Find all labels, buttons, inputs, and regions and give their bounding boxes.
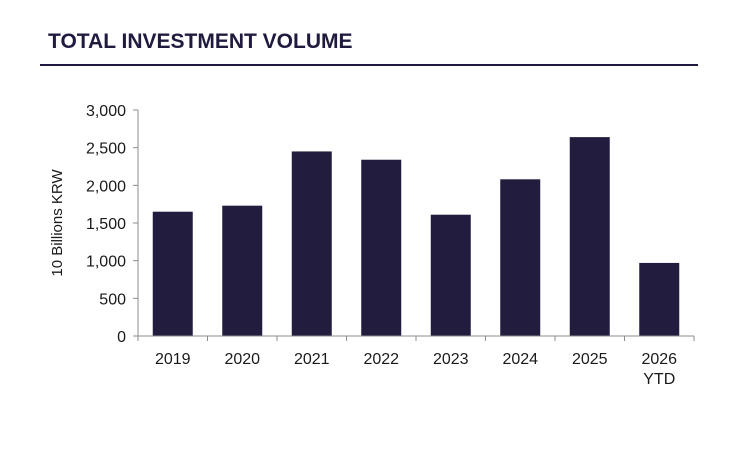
- y-tick-label: 2,000: [86, 178, 126, 195]
- axes-group: [137, 110, 694, 337]
- bar-2024: [500, 179, 541, 336]
- x-tick-label: 2021: [294, 351, 330, 368]
- x-tick-label: 2026: [641, 351, 677, 368]
- x-tick-label: 2025: [572, 351, 608, 368]
- x-tick-label: 2019: [155, 351, 191, 368]
- y-axis-label: 10 Billions KRW: [49, 169, 66, 277]
- x-tick-label: 2022: [363, 351, 399, 368]
- y-tick-label: 2,500: [86, 141, 126, 158]
- title-divider: [40, 64, 698, 66]
- x-tick-label: 2024: [502, 351, 538, 368]
- y-tick-label: 1,000: [86, 254, 126, 271]
- y-tick-label: 3,000: [86, 103, 126, 120]
- y-tick-label: 0: [117, 329, 126, 346]
- x-tick-label: YTD: [643, 371, 675, 388]
- bar-2020: [222, 205, 263, 336]
- chart-title: TOTAL INVESTMENT VOLUME: [48, 30, 353, 53]
- y-tick-label: 500: [99, 291, 126, 308]
- bar-2021: [291, 151, 332, 336]
- bars-group: [152, 137, 680, 336]
- y-tick-label: 1,500: [86, 216, 126, 233]
- y-ticks-group: 0 500 1,000 1,500 2,000 2,500 3,000: [86, 103, 138, 346]
- bar-2025: [569, 137, 610, 336]
- x-tick-label: 2023: [433, 351, 469, 368]
- x-ticks-group: 2019 2020 2021 2022 2023 2024 2025 2026 YTD: [137, 336, 695, 388]
- bar-2023: [430, 214, 471, 336]
- bar-2026-ytd: [639, 262, 680, 336]
- x-tick-label: 2020: [224, 351, 260, 368]
- bar-2022: [361, 159, 402, 336]
- bar-2019: [152, 211, 193, 336]
